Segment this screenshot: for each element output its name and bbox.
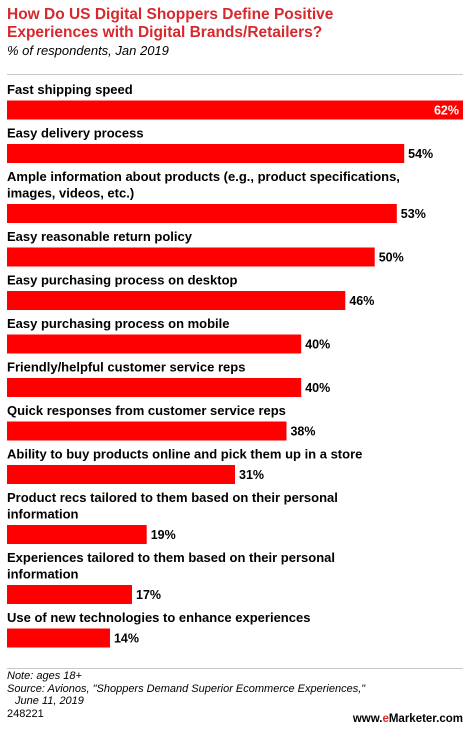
category-label: images, videos, etc.): [7, 186, 134, 201]
category-label: Easy reasonable return policy: [7, 229, 193, 244]
data-label: 14%: [114, 632, 139, 646]
category-label: Ability to buy products online and pick …: [7, 447, 362, 462]
category-label: Fast shipping speed: [7, 82, 133, 97]
bottom-divider: [7, 668, 463, 669]
brand-accent: e: [382, 713, 389, 725]
category-label: Product recs tailored to them based on t…: [7, 490, 338, 505]
bar: [7, 247, 375, 267]
chart-title-line-2: Experiences with Digital Brands/Retailer…: [7, 24, 323, 41]
bar-chart: Fast shipping speed 62% Easy delivery proc…: [7, 82, 463, 648]
source-line-1: Source: Avionos, "Shoppers Demand Superi…: [7, 682, 366, 695]
chart-id: 248221: [7, 707, 44, 720]
category-label: Easy purchasing process on mobile: [7, 316, 230, 331]
brand-suffix: Marketer.com: [388, 713, 463, 725]
data-label: 19%: [151, 528, 176, 542]
brand-prefix: www.: [352, 713, 383, 725]
bar: [7, 334, 302, 354]
bar: [7, 378, 302, 397]
chart-subtitle: % of respondents, Jan 2019: [7, 43, 169, 58]
chart-header: How Do US Digital Shoppers Define Positi…: [7, 6, 463, 59]
bar: [7, 144, 405, 163]
bar: [7, 628, 110, 648]
footnote: Note: ages 18+: [7, 670, 82, 682]
data-label: 17%: [136, 588, 161, 602]
chart-title: How Do US Digital Shoppers Define Positi…: [7, 6, 463, 42]
category-label: Experiences tailored to them based on th…: [7, 550, 335, 565]
category-label: Ample information about products (e.g., …: [7, 169, 400, 184]
category-label: Easy purchasing process on desktop: [7, 273, 238, 288]
data-label: 62%: [434, 104, 459, 118]
category-label: Quick responses from customer service re…: [7, 403, 286, 418]
source-line-2: June 11, 2019: [15, 695, 84, 707]
top-divider: [7, 74, 463, 75]
brand-link[interactable]: www.eMarketer.com: [353, 713, 463, 725]
bar: [7, 585, 132, 604]
bar: [7, 421, 287, 441]
bar: [7, 100, 463, 120]
chart-footer: Note: ages 18+ Source: Avionos, "Shopper…: [7, 670, 463, 720]
data-label: 54%: [408, 147, 433, 161]
data-label: 50%: [379, 251, 404, 265]
category-label: Easy delivery process: [7, 126, 144, 141]
data-label: 46%: [349, 294, 374, 308]
chart-title-line-1: How Do US Digital Shoppers Define Positi…: [7, 6, 334, 23]
data-label: 53%: [401, 207, 426, 221]
data-label: 31%: [239, 468, 264, 482]
data-label: 40%: [305, 338, 330, 352]
category-label: information: [7, 567, 79, 582]
data-label: 38%: [290, 425, 315, 439]
category-label: information: [7, 507, 79, 522]
bar: [7, 525, 147, 544]
bar: [7, 204, 397, 223]
bar: [7, 291, 346, 310]
bar: [7, 465, 235, 484]
data-label: 40%: [305, 381, 330, 395]
category-label: Use of new technologies to enhance exper…: [7, 610, 310, 625]
category-label: Friendly/helpful customer service reps: [7, 360, 245, 375]
